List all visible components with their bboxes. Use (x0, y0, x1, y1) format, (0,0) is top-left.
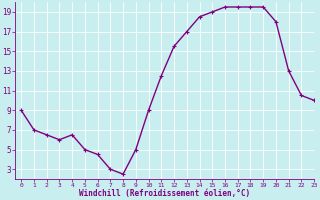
X-axis label: Windchill (Refroidissement éolien,°C): Windchill (Refroidissement éolien,°C) (79, 189, 250, 198)
